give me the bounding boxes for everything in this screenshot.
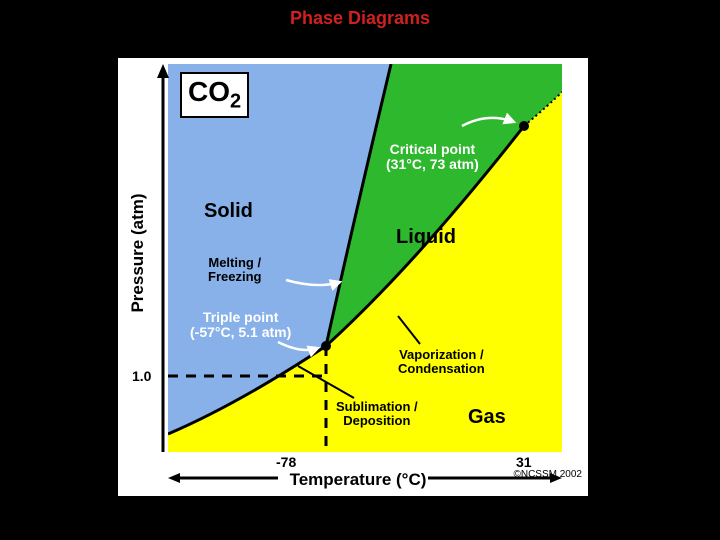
melting-label: Melting / Freezing <box>208 256 261 285</box>
x-axis-arrow-left <box>168 472 278 484</box>
phase-diagram: CO2 Solid Liquid Gas Melting / Freezing … <box>118 58 588 496</box>
y-tick-1atm: 1.0 <box>132 368 151 384</box>
substance-label: CO2 <box>180 72 249 118</box>
gas-label: Gas <box>468 406 506 429</box>
y-axis-label: Pressure (atm) <box>128 193 148 312</box>
sublimation-label: Sublimation / Deposition <box>336 400 418 429</box>
triple-point-dot <box>321 341 331 351</box>
solid-label: Solid <box>204 200 253 223</box>
plot-area: CO2 Solid Liquid Gas Melting / Freezing … <box>168 64 562 452</box>
co2-text: CO <box>188 76 230 107</box>
co2-sub: 2 <box>230 91 241 113</box>
liquid-label: Liquid <box>396 226 456 249</box>
copyright: ©NCSSM 2002 <box>513 469 582 480</box>
x-tick-neg78: -78 <box>276 454 296 470</box>
vaporization-label: Vaporization / Condensation <box>398 348 485 377</box>
x-axis-label: Temperature (°C) <box>290 470 427 490</box>
triple-point-label: Triple point (-57°C, 5.1 atm) <box>190 310 291 341</box>
slide-title: Phase Diagrams <box>0 8 720 29</box>
y-axis-arrow <box>156 64 170 452</box>
critical-point-label: Critical point (31°C, 73 atm) <box>386 142 479 173</box>
x-tick-31: 31 <box>516 454 532 470</box>
critical-point-dot <box>519 121 529 131</box>
